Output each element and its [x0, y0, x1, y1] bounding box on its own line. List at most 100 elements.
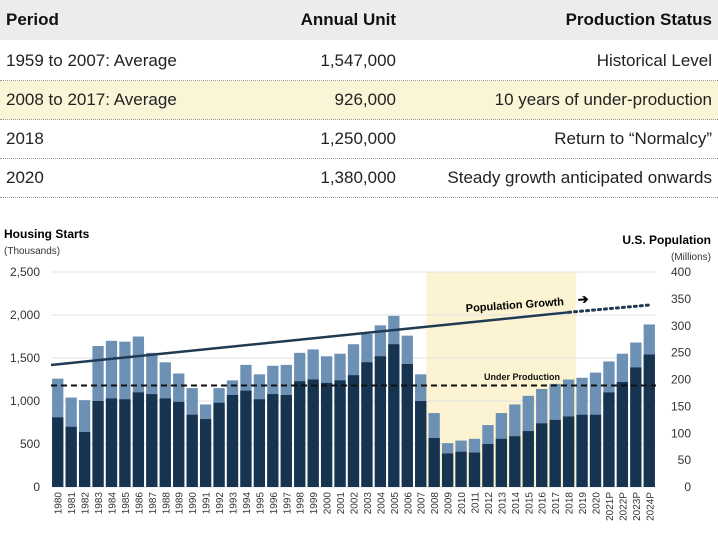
header-period: Period	[6, 10, 59, 29]
bar-single-family-starts	[509, 436, 521, 487]
bar-single-family-starts	[468, 452, 481, 487]
bar-single-family-starts	[347, 375, 360, 487]
bar-single-family-starts	[132, 392, 145, 487]
bar-single-family-starts	[65, 426, 77, 487]
row-status: 10 years of under-production	[494, 90, 712, 109]
y-tick-left: 1,500	[10, 351, 40, 365]
right-axis-title: U.S. Population	[622, 233, 711, 247]
bar-single-family-starts	[576, 414, 588, 487]
row-units: 1,250,000	[320, 129, 396, 148]
x-tick-label: 1991	[202, 492, 213, 515]
bar-single-family-starts	[226, 394, 239, 487]
housing-starts-chart: 2,5002,0001,5001,00050004003503002502001…	[4, 227, 711, 521]
bar-single-family-starts	[643, 354, 655, 487]
y-tick-right: 250	[671, 346, 691, 360]
y-tick-left: 2,500	[10, 265, 40, 279]
x-tick-label: 2000	[323, 492, 334, 515]
x-tick-label: 1982	[81, 492, 92, 515]
table-row: 1959 to 2007: Average 1,547,000 Historic…	[0, 42, 718, 81]
row-units: 926,000	[334, 90, 396, 109]
bar-single-family-starts	[159, 398, 171, 487]
bar-single-family-starts	[388, 344, 400, 487]
x-tick-label: 1983	[94, 492, 105, 515]
bar-single-family-starts	[78, 431, 91, 487]
x-tick-label: 2022P	[618, 492, 629, 521]
x-tick-label: 2020	[592, 492, 603, 515]
left-axis-subtitle: (Thousands)	[4, 246, 60, 257]
bar-single-family-starts	[549, 419, 561, 487]
row-period: 2008 to 2017: Average	[6, 90, 177, 109]
x-tick-label: 2002	[350, 492, 361, 515]
bar-single-family-starts	[361, 362, 373, 487]
bar-single-family-starts	[495, 438, 508, 487]
x-tick-label: 2018	[565, 492, 576, 515]
x-tick-label: 2014	[511, 492, 522, 515]
x-tick-label: 2023P	[632, 492, 643, 521]
bar-single-family-starts	[455, 451, 467, 487]
x-tick-label: 1981	[67, 492, 78, 515]
table-row: 2020 1,380,000 Steady growth anticipated…	[0, 159, 718, 198]
y-tick-left: 2,000	[10, 308, 40, 322]
bar-single-family-starts	[267, 394, 279, 487]
bar-single-family-starts	[482, 444, 494, 487]
x-tick-label: 2021P	[605, 492, 616, 521]
bar-single-family-starts	[589, 414, 602, 487]
x-tick-label: 2024P	[645, 492, 656, 521]
bar-single-family-starts	[562, 416, 575, 487]
bar-single-family-starts	[307, 379, 319, 487]
bar-single-family-starts	[240, 390, 252, 487]
x-tick-label: 2012	[484, 492, 495, 515]
bar-single-family-starts	[441, 453, 454, 487]
y-tick-right: 300	[671, 319, 691, 333]
bar-single-family-starts	[199, 419, 212, 487]
bar-single-family-starts	[92, 401, 104, 487]
production-table: Period Annual Unit Production Status 195…	[0, 0, 718, 198]
arrow-right-icon: ➔	[577, 291, 589, 307]
y-tick-right: 0	[684, 480, 691, 494]
x-tick-label: 1999	[309, 492, 320, 515]
x-tick-label: 2016	[538, 492, 549, 515]
bar-single-family-starts	[173, 401, 185, 487]
bar-single-family-starts	[280, 394, 292, 487]
population-projection-line	[567, 303, 654, 314]
x-tick-label: 2013	[497, 492, 508, 515]
y-tick-left: 1,000	[10, 394, 40, 408]
x-tick-label: 1984	[108, 492, 119, 515]
bar-single-family-starts	[603, 392, 615, 487]
bar-single-family-starts	[401, 364, 413, 487]
x-tick-label: 2009	[444, 492, 455, 515]
row-units: 1,380,000	[320, 168, 396, 187]
x-tick-label: 2006	[403, 492, 414, 515]
x-tick-label: 2001	[336, 492, 347, 515]
bar-single-family-starts	[428, 437, 440, 487]
x-tick-label: 1980	[54, 492, 65, 515]
bar-single-family-starts	[253, 399, 266, 487]
row-status: Return to “Normalcy”	[554, 129, 712, 148]
bar-single-family-starts	[294, 381, 306, 487]
x-tick-label: 1990	[188, 492, 199, 515]
x-tick-label: 2017	[551, 492, 562, 515]
x-tick-label: 1989	[175, 492, 186, 515]
y-tick-right: 100	[671, 426, 691, 440]
row-period: 1959 to 2007: Average	[6, 51, 177, 70]
x-tick-label: 1987	[148, 492, 159, 515]
y-tick-right: 400	[671, 265, 691, 279]
x-tick-label: 1992	[215, 492, 226, 515]
x-tick-label: 2010	[457, 492, 468, 515]
bar-single-family-starts	[320, 382, 333, 487]
bar-single-family-starts	[630, 367, 642, 487]
x-tick-label: 2007	[417, 492, 428, 515]
y-tick-right: 50	[678, 453, 692, 467]
x-tick-label: 1998	[296, 492, 307, 515]
y-tick-left: 500	[20, 437, 40, 451]
table-header: Period Annual Unit Production Status	[0, 0, 718, 42]
bar-single-family-starts	[213, 402, 225, 487]
under-production-label: Under Production	[484, 372, 560, 382]
x-tick-label: 1994	[242, 492, 253, 515]
left-axis-title: Housing Starts	[4, 227, 90, 241]
x-tick-label: 1986	[134, 492, 145, 515]
x-tick-label: 2005	[390, 492, 401, 515]
row-period: 2020	[6, 168, 44, 187]
row-period: 2018	[6, 129, 44, 148]
bar-single-family-starts	[105, 398, 118, 487]
